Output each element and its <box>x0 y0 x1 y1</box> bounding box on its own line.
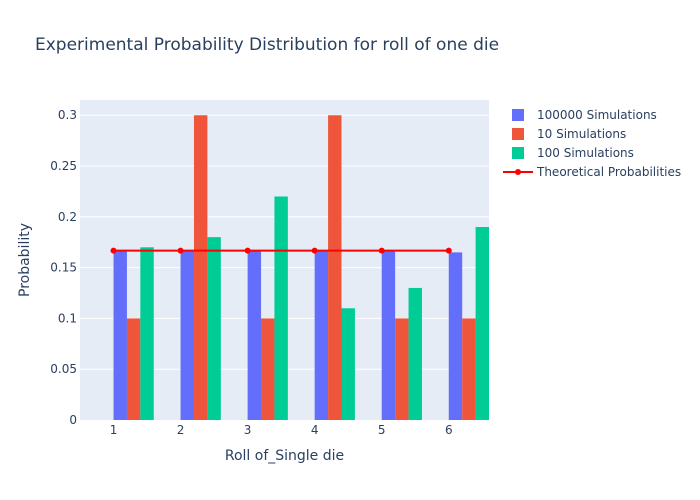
chart-title: Experimental Probability Distribution fo… <box>35 35 499 55</box>
y-tick-label: 0.15 <box>50 261 77 275</box>
x-tick-label: 1 <box>110 423 118 437</box>
y-tick-label: 0.1 <box>58 311 77 325</box>
legend-swatch <box>512 109 524 121</box>
x-tick-label: 3 <box>244 423 252 437</box>
bar <box>314 250 329 420</box>
bar <box>408 287 422 420</box>
x-axis-title: Roll of_Single die <box>225 448 344 464</box>
legend-item[interactable]: 100 Simulations <box>512 146 634 160</box>
bar <box>261 318 275 420</box>
legend-item[interactable]: Theoretical Probabilities <box>503 165 681 179</box>
legend-swatch-marker <box>515 169 521 175</box>
theoretical-line <box>110 247 452 254</box>
bar <box>247 250 262 420</box>
legend: 100000 Simulations 10 Simulations 100 Simu… <box>503 108 681 179</box>
bar <box>395 318 409 420</box>
y-tick-label: 0 <box>69 413 77 427</box>
y-tick-label: 0.2 <box>58 210 77 224</box>
legend-swatch <box>512 128 524 140</box>
x-axis-ticks: 1 2 3 4 5 6 <box>110 423 453 437</box>
line-point <box>311 247 318 254</box>
y-axis-ticks: 0 0.05 0.1 0.15 0.2 0.25 0.3 <box>50 108 77 427</box>
legend-label: 10 Simulations <box>537 127 626 141</box>
bar <box>180 250 194 420</box>
bar <box>126 318 141 420</box>
line-point <box>177 247 184 254</box>
line-point <box>110 247 117 254</box>
bar <box>274 196 288 420</box>
line-point <box>445 247 452 254</box>
x-tick-label: 5 <box>378 423 386 437</box>
x-tick-label: 4 <box>311 423 319 437</box>
legend-item[interactable]: 100000 Simulations <box>512 108 657 122</box>
line-point <box>378 247 385 254</box>
y-tick-label: 0.25 <box>50 159 77 173</box>
bar <box>475 226 489 420</box>
legend-label: 100000 Simulations <box>537 108 657 122</box>
legend-item[interactable]: 10 Simulations <box>512 127 626 141</box>
x-tick-label: 2 <box>177 423 185 437</box>
x-tick-label: 6 <box>445 423 453 437</box>
bar <box>207 237 221 420</box>
bar <box>462 318 476 420</box>
legend-swatch <box>512 147 524 159</box>
bar <box>448 252 463 420</box>
bar <box>341 308 355 420</box>
y-axis-title: Probability <box>17 223 33 297</box>
bar <box>381 250 396 420</box>
y-tick-label: 0.05 <box>50 362 77 376</box>
legend-label: 100 Simulations <box>537 146 634 160</box>
y-tick-label: 0.3 <box>58 108 77 122</box>
bar <box>328 115 342 420</box>
bars <box>113 115 489 420</box>
legend-label: Theoretical Probabilities <box>536 165 681 179</box>
bar <box>113 250 127 420</box>
bar <box>193 115 208 420</box>
line-point <box>244 247 251 254</box>
bar <box>140 247 154 420</box>
